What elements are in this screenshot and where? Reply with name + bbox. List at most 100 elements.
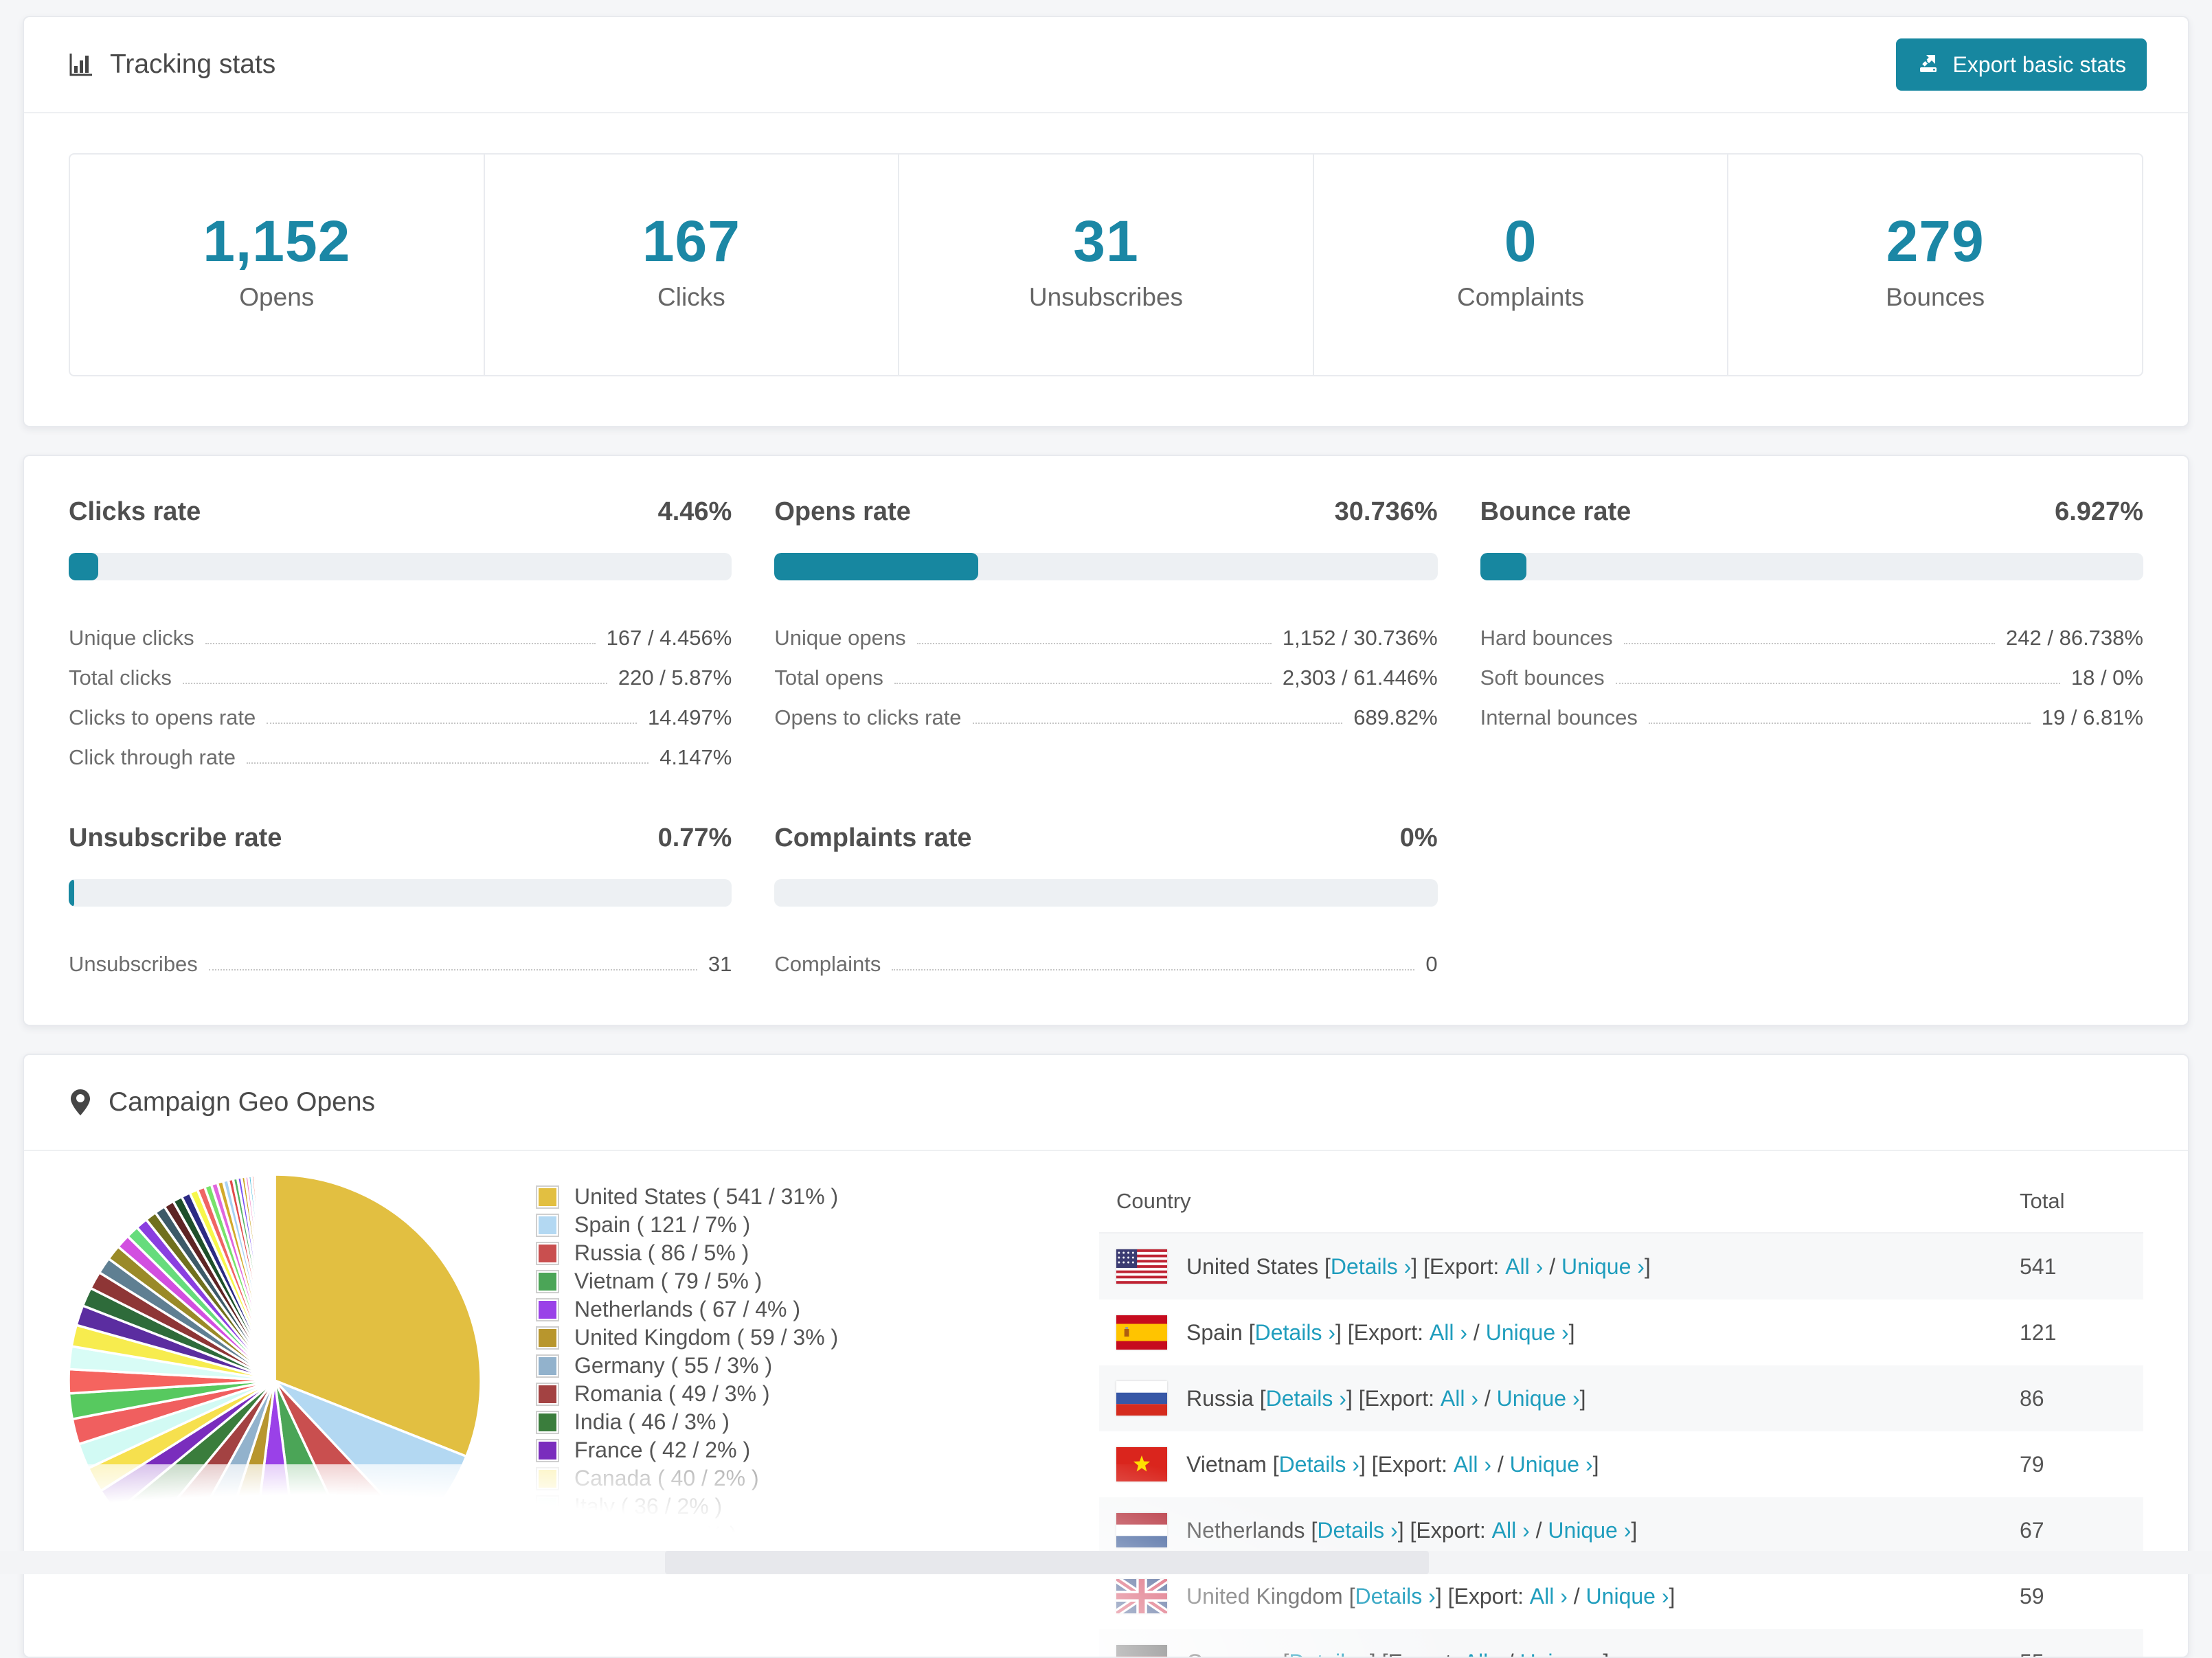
details-link[interactable]: Details › — [1331, 1254, 1411, 1280]
stat-value: 279 — [1728, 208, 2142, 275]
legend-swatch — [536, 1467, 559, 1490]
detail-value: 689.82% — [1353, 705, 1437, 730]
details-link[interactable]: Details › — [1355, 1584, 1435, 1609]
legend-item: United Kingdom ( 59 / 3% ) — [536, 1324, 838, 1352]
country-name: Spain — [1186, 1320, 1249, 1345]
legend-label: United Kingdom ( 59 / 3% ) — [574, 1325, 838, 1350]
horizontal-scrollbar[interactable] — [665, 1551, 1429, 1574]
export-label: Export: — [1388, 1650, 1463, 1658]
export-unique-link[interactable]: Unique › — [1548, 1518, 1631, 1543]
pie-legend: United States ( 541 / 31% )Spain ( 121 /… — [536, 1183, 838, 1658]
export-all-link[interactable]: All › — [1441, 1386, 1478, 1411]
legend-label: Canada ( 40 / 2% ) — [574, 1466, 759, 1491]
dotted-leader — [1616, 683, 2060, 684]
country-name: United States — [1186, 1254, 1324, 1280]
export-all-link[interactable]: All › — [1464, 1650, 1502, 1658]
bracket: [ — [1311, 1518, 1317, 1543]
export-unique-link[interactable]: Unique › — [1497, 1386, 1580, 1411]
stat-label: Bounces — [1728, 283, 2142, 312]
table-row-es: Spain [Details ›] [Export: All › / Uniqu… — [1099, 1299, 2143, 1365]
export-unique-link[interactable]: Unique › — [1586, 1584, 1669, 1609]
bracket: ] — [1569, 1320, 1575, 1345]
progress-track-opens — [774, 553, 1437, 580]
export-basic-stats-button[interactable]: Export basic stats — [1896, 38, 2147, 91]
legend-item: France ( 42 / 2% ) — [536, 1436, 838, 1464]
legend-label: Spain ( 121 / 7% ) — [574, 1212, 750, 1238]
bracket: [ — [1260, 1386, 1266, 1411]
legend-swatch — [536, 1326, 559, 1350]
export-label: Export: — [1365, 1386, 1441, 1411]
country-cell: United Kingdom [Details ›] [Export: All … — [1186, 1584, 2020, 1609]
export-unique-link[interactable]: Unique › — [1561, 1254, 1645, 1280]
summary-stat-bounces: 279 Bounces — [1728, 155, 2142, 375]
legend-label: Netherlands ( 67 / 4% ) — [574, 1297, 800, 1322]
country-column-header: Country — [1116, 1189, 2020, 1214]
dotted-leader — [209, 969, 697, 970]
export-all-link[interactable]: All › — [1454, 1452, 1491, 1477]
table-row-vn: Vietnam [Details ›] [Export: All › / Uni… — [1099, 1431, 2143, 1497]
export-all-link[interactable]: All › — [1430, 1320, 1467, 1345]
separator: / — [1502, 1650, 1520, 1658]
country-name: Germany — [1186, 1650, 1283, 1658]
details-link[interactable]: Details › — [1266, 1386, 1346, 1411]
separator: / — [1543, 1254, 1561, 1280]
export-unique-link[interactable]: Unique › — [1520, 1650, 1603, 1658]
total-column-header: Total — [2020, 1189, 2143, 1214]
stat-label: Unsubscribes — [899, 283, 1313, 312]
details-link[interactable]: Details › — [1255, 1320, 1335, 1345]
progress-track-unsubscribe — [69, 879, 732, 907]
legend-swatch — [536, 1214, 559, 1237]
detail-value: 220 / 5.87% — [618, 666, 732, 690]
separator: / — [1491, 1452, 1510, 1477]
bracket: ] — [1645, 1254, 1651, 1280]
detail-label: Total opens — [774, 666, 883, 690]
export-all-link[interactable]: All › — [1505, 1254, 1543, 1280]
details-link[interactable]: Details › — [1317, 1518, 1397, 1543]
dotted-leader — [892, 969, 1414, 970]
legend-swatch-color — [539, 1301, 556, 1319]
bracket: ] [ — [1411, 1254, 1430, 1280]
export-unique-link[interactable]: Unique › — [1510, 1452, 1593, 1477]
details-link[interactable]: Details › — [1279, 1452, 1359, 1477]
bracket: ] [ — [1370, 1650, 1388, 1658]
export-all-link[interactable]: All › — [1530, 1584, 1568, 1609]
detail-value: 18 / 0% — [2071, 666, 2143, 690]
country-cell: Russia [Details ›] [Export: All › / Uniq… — [1186, 1386, 2020, 1411]
legend-item: Italy ( 36 / 2% ) — [536, 1492, 838, 1521]
export-all-link[interactable]: All › — [1492, 1518, 1530, 1543]
country-name: United Kingdom — [1186, 1584, 1349, 1609]
separator: / — [1530, 1518, 1548, 1543]
export-unique-link[interactable]: Unique › — [1486, 1320, 1569, 1345]
header-divider — [24, 112, 2188, 113]
page-title-label: Tracking stats — [110, 49, 275, 80]
detail-label: Hard bounces — [1480, 626, 1613, 650]
legend-swatch — [536, 1242, 559, 1265]
separator: / — [1478, 1386, 1497, 1411]
bracket: [ — [1283, 1650, 1289, 1658]
total-value: 79 — [2020, 1452, 2143, 1477]
page-title: Tracking stats — [69, 49, 275, 80]
details-link[interactable]: Details › — [1289, 1650, 1369, 1658]
progress-track-complaints — [774, 879, 1437, 907]
legend-swatch-color — [539, 1442, 556, 1460]
export-icon — [1917, 50, 1940, 79]
legend-label: United States ( 541 / 31% ) — [574, 1184, 838, 1210]
dotted-leader — [247, 762, 648, 764]
geo-pie-chart[interactable] — [55, 1162, 508, 1658]
legend-swatch — [536, 1439, 559, 1462]
